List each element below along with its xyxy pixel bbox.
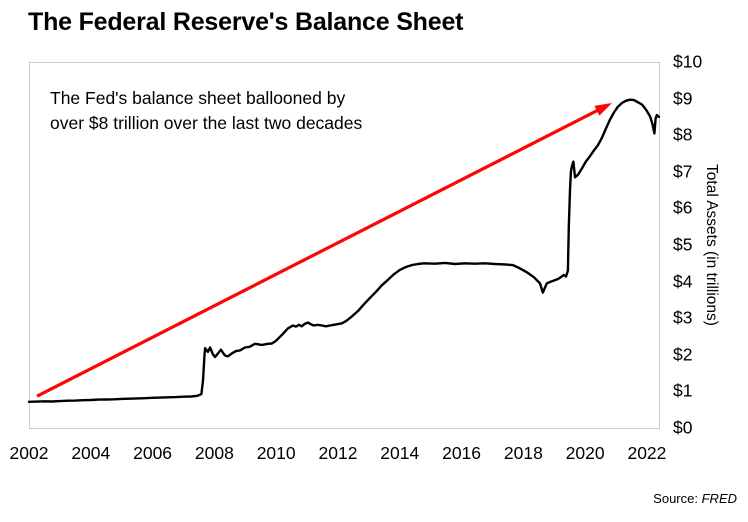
y-tick-label: $10 [673,51,703,72]
y-tick-label: $0 [673,417,693,438]
chart-annotation: The Fed's balance sheet ballooned by ove… [50,86,362,136]
source-note: Source: FRED [653,491,737,506]
y-tick-label: $6 [673,197,693,218]
source-label: Source: [653,491,698,506]
x-tick-label: 2022 [627,443,667,463]
y-tick-label: $3 [673,307,693,328]
y-tick-label: $8 [673,124,693,145]
trend-arrow-shaft [36,108,600,398]
y-tick-label: $5 [673,234,693,255]
balance-sheet-line [27,98,661,403]
x-tick-label: 2004 [71,443,111,463]
x-tick-label: 2018 [503,443,543,463]
x-tick-label: 2008 [194,443,234,463]
x-tick-label: 2014 [380,443,420,463]
plot-border [29,62,660,429]
y-tick-label: $4 [673,271,693,292]
x-tick-label: 2002 [9,443,49,463]
y-tick-label: $2 [673,344,693,365]
page-title: The Federal Reserve's Balance Sheet [28,8,464,36]
y-tick-label: $7 [673,161,693,182]
annotation-line-1: The Fed's balance sheet ballooned by [50,88,346,108]
y-axis-title: Total Assets (in trillions) [703,164,720,326]
x-tick-label: 2010 [256,443,296,463]
x-tick-label: 2016 [442,443,482,463]
x-tick-label: 2012 [318,443,358,463]
x-tick-label: 2020 [565,443,605,463]
source-name: FRED [701,491,737,506]
y-tick-label: $9 [673,88,693,109]
y-tick-label: $1 [673,380,693,401]
trend-arrow-head [594,102,613,116]
x-tick-label: 2006 [133,443,173,463]
annotation-line-2: over $8 trillion over the last two decad… [50,113,363,133]
